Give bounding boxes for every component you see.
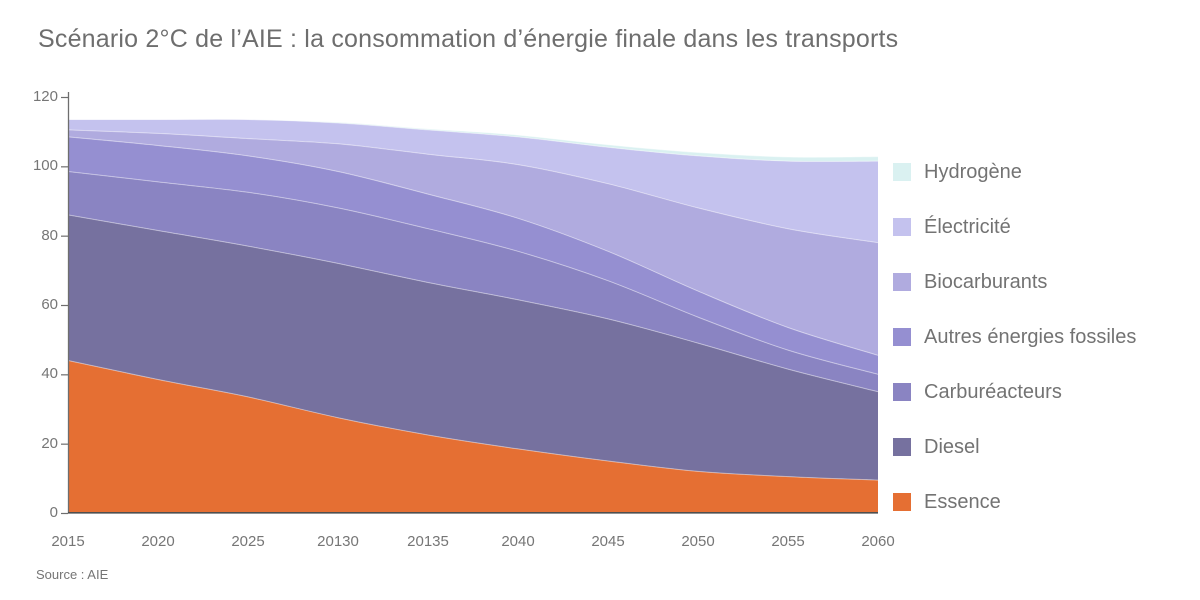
legend-item-hydrogene: Hydrogène — [893, 160, 1136, 183]
edge-autres-energies-fossiles — [67, 136, 879, 356]
edge-electricite — [68, 118, 879, 162]
legend-item-carbureacteurs: Carburéacteurs — [893, 380, 1136, 403]
y-axis-label: 40 — [41, 365, 58, 383]
area-diesel — [68, 214, 878, 481]
chart-title: Scénario 2°C de l’AIE : la consommation … — [38, 25, 899, 53]
legend-label: Carburéacteurs — [924, 380, 1062, 403]
legend-swatch-carbureacteurs — [893, 383, 911, 401]
x-axis-label: 2060 — [861, 533, 895, 550]
legend-item-biocarburants: Biocarburants — [893, 270, 1136, 293]
x-axis-label: 2050 — [681, 533, 715, 550]
area-biocarburants — [68, 129, 878, 356]
legend-item-diesel: Diesel — [893, 435, 1136, 458]
area-carbureacteurs — [68, 171, 878, 392]
legend-item-autres-energies-fossiles: Autres énergies fossiles — [893, 325, 1137, 348]
edge-diesel — [67, 214, 879, 393]
edge-essence — [67, 360, 879, 481]
legend-label: Électricité — [924, 215, 1011, 238]
x-axis-label: 2045 — [591, 533, 625, 550]
legend-swatch-diesel — [893, 438, 911, 456]
edge-hydrogene — [68, 118, 879, 158]
y-axis-label: 80 — [41, 226, 58, 244]
y-axis-label: 60 — [41, 296, 58, 313]
area-autres-energies-fossiles — [68, 136, 878, 375]
legend-swatch-essence — [893, 493, 911, 511]
legend-label: Essence — [924, 490, 1001, 513]
legend: Hydrogène Électricité Biocarburants Autres … — [893, 160, 1137, 548]
x-axis-label: 20135 — [407, 533, 449, 550]
source-note: Source : AIE — [36, 567, 109, 582]
x-axis-label: 20130 — [317, 533, 359, 550]
legend-swatch-autres-energies-fossiles — [893, 328, 911, 346]
legend-swatch-electricite — [893, 218, 911, 236]
legend-swatch-hydrogene — [893, 163, 911, 181]
x-axis-label: 2020 — [141, 533, 175, 550]
y-axis-label: 20 — [41, 434, 58, 452]
legend-label: Biocarburants — [924, 270, 1048, 293]
x-axis-label: 2040 — [501, 533, 535, 550]
legend-label: Autres énergies fossiles — [924, 325, 1137, 348]
area-electricite — [68, 119, 878, 243]
y-axis-label: 120 — [32, 88, 58, 105]
edge-carbureacteurs — [67, 171, 879, 375]
y-axis-label: 0 — [49, 504, 58, 521]
legend-item-electricite: Électricité — [893, 215, 1136, 238]
legend-label: Diesel — [924, 435, 980, 458]
legend-swatch-biocarburants — [893, 273, 911, 291]
legend-item-essence: Essence — [893, 490, 1136, 513]
area-hydrogene — [68, 119, 878, 162]
legend-label: Hydrogène — [924, 160, 1022, 183]
x-axis-label: 2025 — [231, 533, 265, 550]
x-axis-label: 2055 — [771, 533, 805, 550]
y-axis-label: 100 — [32, 157, 58, 175]
edge-biocarburants — [67, 129, 879, 244]
x-axis-label: 2015 — [51, 533, 85, 550]
area-essence — [68, 360, 878, 513]
